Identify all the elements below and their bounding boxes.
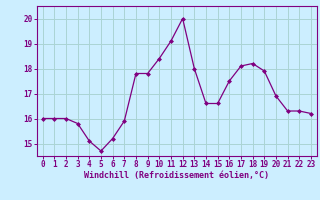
X-axis label: Windchill (Refroidissement éolien,°C): Windchill (Refroidissement éolien,°C) <box>84 171 269 180</box>
